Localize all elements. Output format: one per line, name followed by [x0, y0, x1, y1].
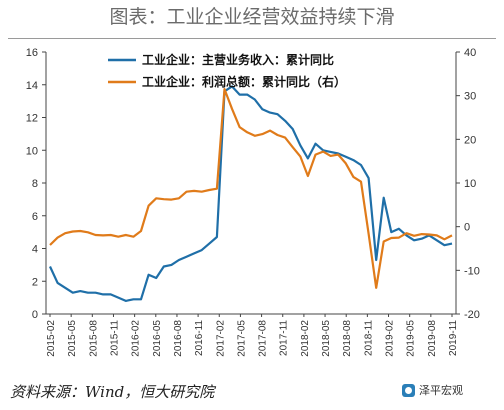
x-tick-label: 2018-02 [300, 320, 311, 357]
left-tick-label: 4 [32, 244, 38, 256]
x-tick-label: 2017-02 [215, 320, 226, 357]
x-tick-label: 2017-11 [279, 320, 290, 356]
source-note: 资料来源：Wind，恒大研究院 [10, 383, 215, 401]
chart-title: 图表：工业企业经营效益持续下滑 [109, 6, 395, 28]
right-tick-label: -10 [464, 265, 480, 277]
right-tick-label: -20 [464, 309, 480, 321]
x-tick-label: 2015-02 [46, 320, 57, 357]
x-tick-label: 2017-05 [236, 320, 247, 357]
right-tick-label: 30 [464, 91, 476, 103]
left-tick-label: 12 [26, 113, 38, 125]
x-tick-label: 2018-11 [363, 320, 374, 356]
profit-series-line [49, 87, 453, 289]
right-tick-label: 0 [464, 222, 470, 234]
left-tick-label: 0 [32, 309, 38, 321]
x-tick-label: 2015-05 [67, 320, 78, 357]
legend-profit-label: 工业企业：利润总额：累计同比（右） [142, 74, 346, 89]
title-divider [8, 38, 496, 39]
x-tick-label: 2016-02 [131, 320, 142, 357]
x-tick-label: 2015-11 [109, 320, 120, 356]
x-tick-label: 2019-05 [406, 320, 417, 357]
x-tick-label: 2018-08 [342, 320, 353, 357]
x-tick-label: 2019-02 [385, 320, 396, 357]
right-tick-label: 40 [464, 47, 476, 59]
left-tick-label: 6 [32, 211, 38, 223]
left-tick-label: 8 [32, 178, 38, 190]
right-tick-label: 20 [464, 134, 476, 146]
left-tick-label: 16 [26, 47, 38, 59]
left-tick-label: 10 [26, 145, 38, 157]
revenue-series-line [49, 85, 453, 302]
x-tick-label: 2019-08 [427, 320, 438, 357]
x-tick-label: 2016-11 [194, 320, 205, 356]
brand-name: 泽平宏观 [419, 384, 463, 397]
left-tick-label: 14 [26, 80, 38, 92]
right-tick-label: 10 [464, 178, 476, 190]
legend-revenue-label: 工业企业：主营业务收入：累计同比 [142, 52, 334, 67]
x-tick-label: 2015-08 [88, 320, 99, 357]
x-tick-label: 2017-08 [258, 320, 269, 357]
brand-icon [402, 383, 415, 397]
x-tick-label: 2018-05 [321, 320, 332, 357]
x-tick-label: 2016-08 [173, 320, 184, 357]
x-tick-label: 2016-05 [152, 320, 163, 357]
left-tick-label: 2 [32, 276, 38, 288]
x-tick-label: 2019-11 [448, 320, 459, 356]
brand-logo: 泽平宏观 [402, 382, 463, 398]
